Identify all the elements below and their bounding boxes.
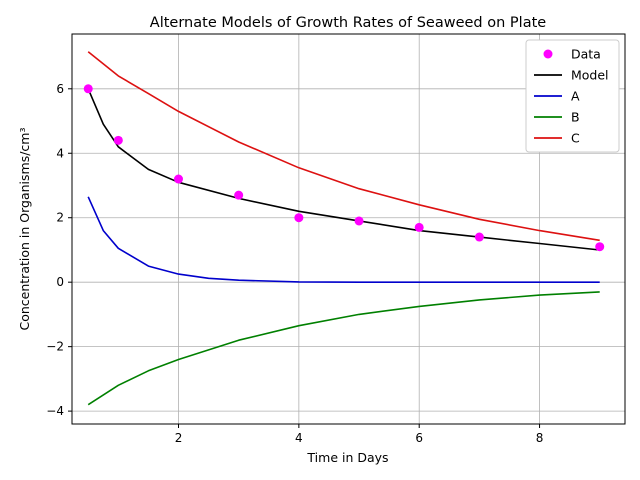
x-tick-label: 4: [295, 431, 303, 445]
x-tick-label: 2: [175, 431, 183, 445]
data-point: [294, 213, 304, 223]
data-point: [113, 135, 123, 145]
series-line-a: [87, 196, 600, 284]
chart-title: Alternate Models of Growth Rates of Seaw…: [150, 15, 546, 31]
data-point: [234, 190, 244, 200]
data-point: [174, 174, 184, 184]
plot-frame: [71, 33, 626, 425]
series-line-b: [87, 291, 600, 406]
x-tick-label: 8: [536, 431, 544, 445]
data-point: [83, 84, 93, 94]
y-tick-label: 4: [56, 146, 64, 160]
data-points: [83, 84, 605, 252]
x-tick-label: 6: [415, 431, 423, 445]
x-axis-ticks: 2 4 6 8: [175, 424, 544, 445]
y-tick-label: −4: [46, 404, 64, 418]
legend-label-model: Model: [571, 68, 609, 83]
legend-label-a: A: [571, 89, 580, 104]
plot-series: [87, 51, 600, 406]
legend: Data Model ABC: [525, 39, 620, 153]
series-line-model: [87, 88, 600, 251]
y-axis-ticks: −4 −2 0 2 4 6: [46, 82, 72, 418]
legend-label-b: B: [571, 110, 580, 125]
legend-label-data: Data: [571, 47, 601, 62]
data-point: [414, 222, 424, 232]
legend-marker-data: [543, 49, 553, 59]
legend-box: [525, 39, 620, 153]
legend-label-c: C: [571, 131, 580, 146]
data-point: [354, 216, 364, 226]
data-point: [474, 232, 484, 242]
y-axis-label: Concentration in Organisms/cm³: [17, 128, 32, 331]
x-axis-label: Time in Days: [306, 450, 388, 465]
y-tick-label: 2: [56, 211, 64, 225]
y-tick-label: 6: [56, 82, 64, 96]
y-tick-label: 0: [56, 275, 64, 289]
y-tick-label: −2: [46, 340, 64, 354]
series-line-c: [87, 51, 600, 242]
data-point: [595, 242, 605, 252]
